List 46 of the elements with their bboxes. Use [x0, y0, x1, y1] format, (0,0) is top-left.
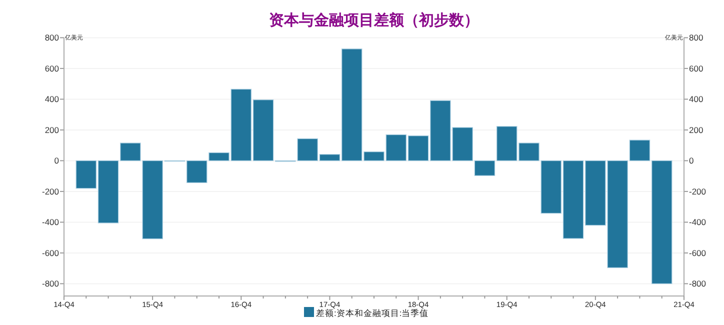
chart-title: 资本与金融项目差额（初步数）: [269, 11, 479, 29]
bar: [452, 127, 473, 162]
y2-tick-label: 200: [689, 124, 704, 135]
bar: [629, 140, 650, 162]
y2-tick-label: 600: [689, 63, 704, 74]
y-tick-label: -200: [42, 186, 60, 196]
y2-tick-label: -800: [689, 278, 706, 289]
bar: [607, 160, 628, 268]
bar: [364, 151, 384, 162]
y-tick-label: 0: [54, 156, 60, 166]
legend-label: 差额:资本和金融项目:当季值: [316, 308, 429, 318]
bar: [430, 100, 451, 162]
legend: 差额:资本和金融项目:当季值: [304, 307, 429, 318]
y2-tick-label: -400: [689, 217, 706, 228]
bar: [518, 142, 540, 162]
y2-tick-label: 400: [689, 94, 704, 104]
bar: [319, 154, 340, 162]
y-tick-label: -800: [42, 278, 60, 289]
bar: [540, 160, 562, 214]
bar: [76, 160, 97, 189]
bar: [496, 126, 518, 162]
y2-tick-label: 800: [689, 32, 704, 43]
bar: [230, 88, 252, 162]
bar: [341, 48, 362, 162]
bar: [120, 142, 141, 162]
y-tick-label: -600: [42, 248, 60, 258]
bar: [297, 138, 318, 162]
bar: [651, 160, 672, 284]
y-tick-label: 800: [44, 32, 60, 43]
y-tick-label: -400: [42, 217, 60, 228]
bar: [208, 152, 230, 162]
y2-tick-label: 0: [689, 156, 694, 166]
bar: [98, 160, 119, 224]
bar: [585, 160, 606, 226]
bar: [474, 160, 496, 176]
bar: [142, 160, 163, 240]
y-tick-label: 400: [44, 94, 60, 104]
bar: [562, 160, 584, 239]
y-tick-label: 600: [44, 63, 60, 74]
bar: [252, 99, 274, 162]
y2-tick-label: -600: [689, 248, 706, 258]
bar: [408, 135, 429, 162]
y-tick-label: 200: [44, 124, 60, 135]
bar: [186, 160, 208, 184]
bar: [386, 134, 407, 162]
y2-tick-label: -200: [689, 186, 706, 196]
